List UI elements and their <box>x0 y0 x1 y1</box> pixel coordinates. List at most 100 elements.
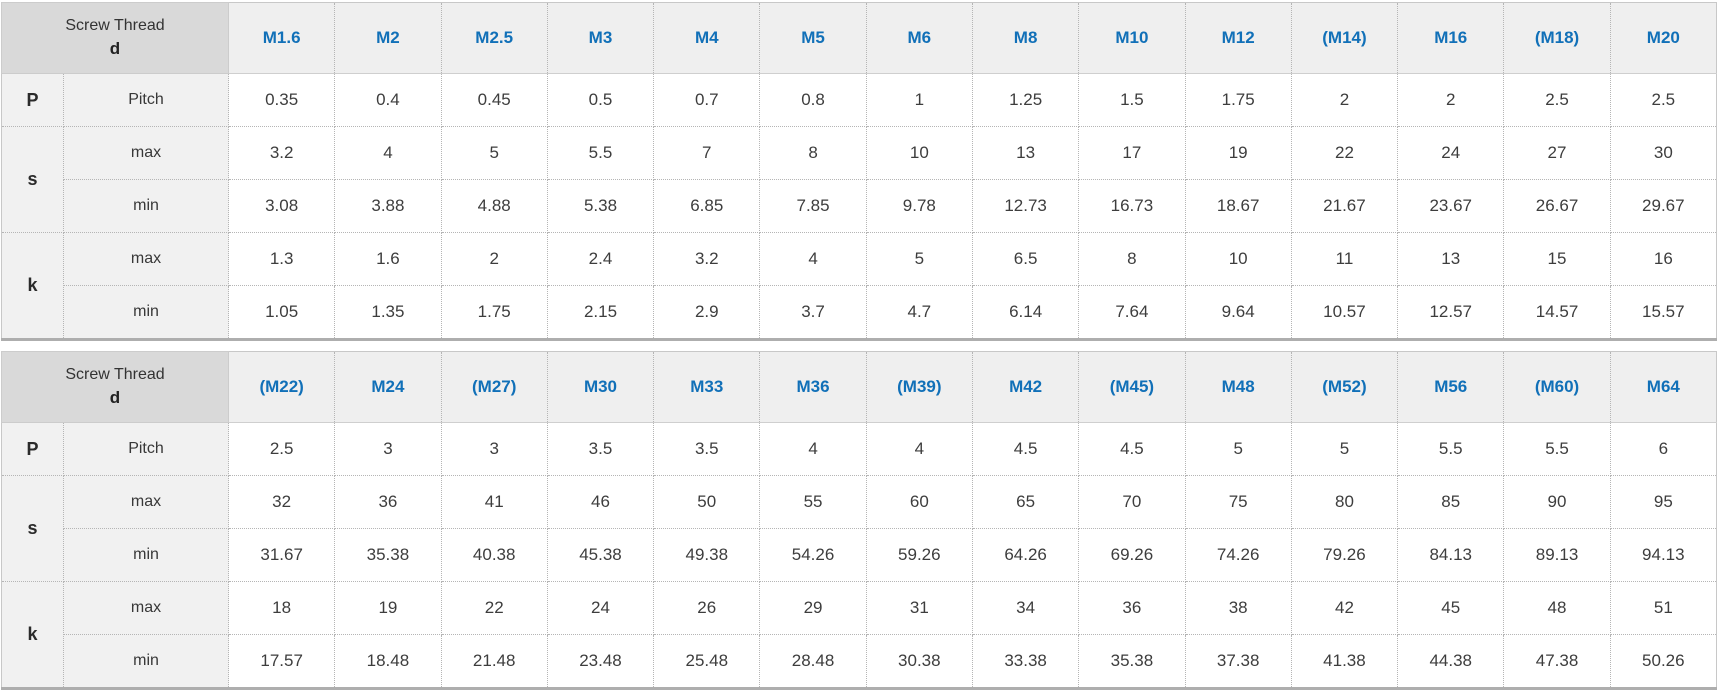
dimension-value-cell: 3 <box>440 422 548 476</box>
dimension-value-cell: 31.67 <box>227 528 336 582</box>
row-group-label: s <box>1 126 64 233</box>
dimension-value-cell: 8 <box>1078 232 1186 286</box>
row-sub-label: min <box>63 179 229 233</box>
table-row: s max 3.2 4 5 5.5 7 8 10 13 17 19 22 24 27 30 <box>1 126 1718 233</box>
header-row: Screw Thread d M1.6 M2 M2.5 M3 M4 M5 M6 M8 M10 M12(… <box>1 2 1718 74</box>
dimension-value-cell: 14.57 <box>1503 285 1611 340</box>
dimension-value-cell: 1.75 <box>1184 73 1292 127</box>
dimension-value-cell: 55 <box>759 475 867 529</box>
corner-header-cell: Screw Thread d <box>1 2 229 74</box>
dimension-value-cell: 29.67 <box>1609 179 1718 233</box>
dimension-value-cell: 26.67 <box>1503 179 1611 233</box>
dimension-value-cell: 1 <box>865 73 973 127</box>
table-row: min 31.67 35.38 40.38 45.38 49.38 54.26 59.26 64… <box>2 528 1718 582</box>
dimension-value-cell: 5.5 <box>1503 422 1611 476</box>
thread-size-column-header: (M39) <box>865 351 973 423</box>
corner-label: Screw Thread <box>65 17 165 35</box>
dimension-value-cell: 9.64 <box>1184 285 1292 340</box>
dimension-value-cell: 0.5 <box>546 73 655 127</box>
dimension-value-cell: 64.26 <box>971 528 1080 582</box>
thread-size-column-header: (M14) <box>1290 2 1399 74</box>
table-header: Screw Thread d M1.6 M2 M2.5 M3 M4 M5 M6 M8 M10 M12(… <box>1 2 1718 74</box>
dimension-value-cell: 6.14 <box>971 285 1080 340</box>
thread-size-column-header: M3 <box>546 2 655 74</box>
dimension-value-cell: 4 <box>759 422 867 476</box>
dimension-value-cell: 11 <box>1290 232 1399 286</box>
thread-size-column-header: M56 <box>1397 351 1505 423</box>
dimension-value-cell: 1.5 <box>1078 73 1186 127</box>
row-sub-label: max <box>63 475 229 529</box>
thread-size-column-header: M1.6 <box>227 2 336 74</box>
dimension-value-cell: 22 <box>1290 126 1399 180</box>
table-row: s max 32 36 41 46 50 55 60 65 70 75 80 85 90 95 <box>1 475 1718 582</box>
thread-size-column-header: M48 <box>1184 351 1292 423</box>
dimension-value-cell: 27 <box>1503 126 1611 180</box>
dimension-value-cell: 41.38 <box>1290 634 1399 689</box>
thread-size-column-header: M24 <box>334 351 442 423</box>
dimension-value-cell: 24 <box>1397 126 1505 180</box>
dimension-value-cell: 7 <box>653 126 761 180</box>
dimension-value-cell: 7.85 <box>759 179 867 233</box>
dimension-value-cell: 12.73 <box>971 179 1080 233</box>
dimension-value-cell: 5.5 <box>546 126 655 180</box>
dimension-value-cell: 2.4 <box>546 232 655 286</box>
dimension-value-cell: 60 <box>865 475 973 529</box>
row-sub-label: max <box>63 581 229 635</box>
dimension-value-cell: 13 <box>971 126 1080 180</box>
dimension-value-cell: 4.5 <box>1078 422 1186 476</box>
dimension-value-cell: 4 <box>759 232 867 286</box>
dimension-value-cell: 5.5 <box>1397 422 1505 476</box>
dimension-value-cell: 3.7 <box>759 285 867 340</box>
row-group-label: k <box>1 232 64 340</box>
row-sub-label: min <box>63 285 229 340</box>
dimension-value-cell: 1.35 <box>334 285 442 340</box>
dimension-value-cell: 47.38 <box>1503 634 1611 689</box>
thread-size-column-header: (M22) <box>227 351 336 423</box>
corner-label: Screw Thread <box>65 366 165 384</box>
dimension-value-cell: 2.5 <box>227 422 336 476</box>
table-row: P Pitch 2.5 3 3 3.5 3.5 4 4 4.5 4.5 5 5 5.5 5.5 6 <box>1 422 1718 476</box>
dimension-value-cell: 74.26 <box>1184 528 1292 582</box>
table-row: k max 18 19 22 24 26 29 31 34 36 38 42 45 48 51 <box>1 581 1718 689</box>
dimension-value-cell: 4 <box>334 126 442 180</box>
thread-size-column-header: (M18) <box>1503 2 1611 74</box>
thread-size-column-header: M20 <box>1609 2 1718 74</box>
dimension-value-cell: 0.35 <box>227 73 336 127</box>
table-row: P Pitch 0.35 0.4 0.45 0.5 0.7 0.8 1 1.25 1.5 1.75 2 2… <box>1 73 1718 127</box>
dimension-value-cell: 19 <box>1184 126 1292 180</box>
dimension-value-cell: 3.5 <box>653 422 761 476</box>
dimension-value-cell: 17.57 <box>227 634 336 689</box>
dimension-value-cell: 30 <box>1609 126 1718 180</box>
thread-size-column-header: (M45) <box>1078 351 1186 423</box>
row-sub-label: Pitch <box>63 73 229 127</box>
dimension-value-cell: 4.7 <box>865 285 973 340</box>
thread-size-column-header: M4 <box>653 2 761 74</box>
dimension-value-cell: 2.15 <box>546 285 655 340</box>
thread-size-column-header: M16 <box>1397 2 1505 74</box>
thread-size-column-header: M36 <box>759 351 867 423</box>
thread-size-column-header: M42 <box>971 351 1080 423</box>
dimension-value-cell: 2 <box>1397 73 1505 127</box>
thread-size-column-header: M5 <box>759 2 867 74</box>
dimension-value-cell: 44.38 <box>1397 634 1505 689</box>
dimension-value-cell: 59.26 <box>865 528 973 582</box>
dimension-value-cell: 1.6 <box>334 232 442 286</box>
dimension-value-cell: 35.38 <box>1078 634 1186 689</box>
dimension-value-cell: 3.5 <box>546 422 655 476</box>
header-row: Screw Thread d (M22) M24 (M27) M30 M33 M36 (M39)… <box>1 351 1718 423</box>
table-row: min 1.05 1.35 1.75 2.15 2.9 3.7 4.7 6.14 7.64 9.64… <box>2 285 1718 340</box>
dimension-value-cell: 3 <box>334 422 442 476</box>
dimension-value-cell: 80 <box>1290 475 1399 529</box>
dimension-value-cell: 40.38 <box>440 528 548 582</box>
dimension-value-cell: 45 <box>1397 581 1505 635</box>
dimension-value-cell: 31 <box>865 581 973 635</box>
thread-size-column-header: (M60) <box>1503 351 1611 423</box>
dimension-value-cell: 46 <box>546 475 655 529</box>
dimension-value-cell: 23.67 <box>1397 179 1505 233</box>
dimension-value-cell: 49.38 <box>653 528 761 582</box>
corner-header-cell: Screw Thread d <box>1 351 229 423</box>
dimension-value-cell: 2.9 <box>653 285 761 340</box>
row-group-label: P <box>1 422 64 476</box>
dimension-value-cell: 34 <box>971 581 1080 635</box>
